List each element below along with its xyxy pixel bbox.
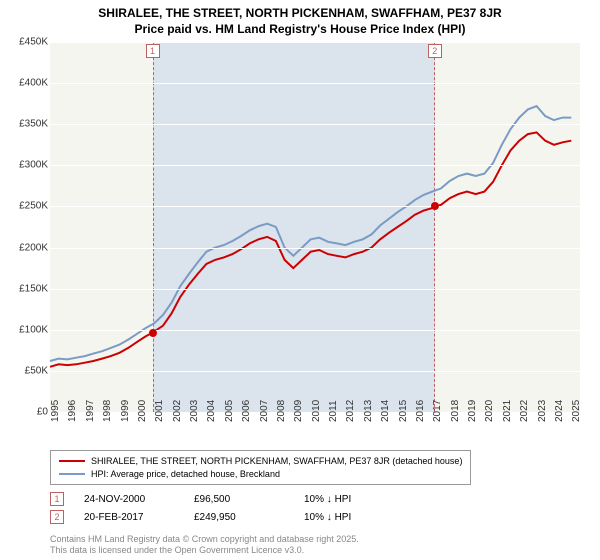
y-tick-label: £150K — [19, 283, 48, 294]
transaction-row: 2 20-FEB-2017 £249,950 10% ↓ HPI — [50, 510, 394, 524]
x-tick-label: 1996 — [67, 400, 78, 422]
attrib-line-1: Contains HM Land Registry data © Crown c… — [50, 534, 359, 545]
y-tick-label: £200K — [19, 242, 48, 253]
marker-dot — [431, 202, 439, 210]
x-tick-label: 2013 — [363, 400, 374, 422]
marker-label: 2 — [428, 44, 442, 58]
x-tick-label: 2005 — [224, 400, 235, 422]
y-tick-label: £350K — [19, 119, 48, 130]
legend-swatch-hpi — [59, 473, 85, 475]
attrib-line-2: This data is licensed under the Open Gov… — [50, 545, 359, 556]
y-tick-label: £400K — [19, 78, 48, 89]
legend-label-hpi: HPI: Average price, detached house, Brec… — [91, 468, 280, 481]
y-tick-label: £250K — [19, 201, 48, 212]
x-tick-label: 2014 — [380, 400, 391, 422]
transaction-note: 10% ↓ HPI — [304, 512, 394, 523]
marker-label: 1 — [146, 44, 160, 58]
x-tick-label: 2011 — [328, 400, 339, 422]
chart-container: SHIRALEE, THE STREET, NORTH PICKENHAM, S… — [0, 0, 600, 560]
line-layer — [50, 42, 580, 412]
x-tick-label: 1999 — [120, 400, 131, 422]
x-tick-label: 2007 — [259, 400, 270, 422]
marker-dot — [149, 329, 157, 337]
legend-swatch-property — [59, 460, 85, 462]
title-line-1: SHIRALEE, THE STREET, NORTH PICKENHAM, S… — [0, 6, 600, 22]
y-tick-label: £50K — [25, 365, 48, 376]
y-tick-label: £300K — [19, 160, 48, 171]
x-tick-label: 2010 — [311, 400, 322, 422]
series-line-hpi — [50, 106, 571, 361]
legend: SHIRALEE, THE STREET, NORTH PICKENHAM, S… — [50, 450, 471, 485]
x-tick-label: 2008 — [276, 400, 287, 422]
x-tick-label: 2021 — [502, 400, 513, 422]
x-tick-label: 2016 — [415, 400, 426, 422]
legend-label-property: SHIRALEE, THE STREET, NORTH PICKENHAM, S… — [91, 455, 462, 468]
x-tick-label: 2001 — [154, 400, 165, 422]
x-tick-label: 2006 — [241, 400, 252, 422]
y-tick-label: £100K — [19, 324, 48, 335]
legend-item-hpi: HPI: Average price, detached house, Brec… — [59, 468, 462, 481]
series-line-property — [50, 132, 571, 366]
transaction-date: 20-FEB-2017 — [84, 512, 174, 523]
transaction-price: £249,950 — [194, 512, 284, 523]
x-tick-label: 1997 — [85, 400, 96, 422]
y-tick-label: £450K — [19, 37, 48, 48]
chart-title: SHIRALEE, THE STREET, NORTH PICKENHAM, S… — [0, 0, 600, 37]
transaction-marker-1: 1 — [50, 492, 64, 506]
y-tick-label: £0 — [37, 407, 48, 418]
transaction-price: £96,500 — [194, 494, 284, 505]
x-tick-label: 2003 — [189, 400, 200, 422]
x-tick-label: 2012 — [345, 400, 356, 422]
x-tick-label: 1998 — [102, 400, 113, 422]
plot-area: £0£50K£100K£150K£200K£250K£300K£350K£400… — [50, 42, 580, 412]
transactions: 1 24-NOV-2000 £96,500 10% ↓ HPI 2 20-FEB… — [50, 492, 394, 528]
x-tick-label: 2025 — [571, 400, 582, 422]
x-tick-label: 2024 — [554, 400, 565, 422]
x-tick-label: 2002 — [172, 400, 183, 422]
attribution: Contains HM Land Registry data © Crown c… — [50, 534, 359, 556]
x-tick-label: 2020 — [484, 400, 495, 422]
transaction-marker-2: 2 — [50, 510, 64, 524]
title-line-2: Price paid vs. HM Land Registry's House … — [0, 22, 600, 38]
transaction-row: 1 24-NOV-2000 £96,500 10% ↓ HPI — [50, 492, 394, 506]
x-tick-label: 2022 — [519, 400, 530, 422]
x-tick-label: 2015 — [398, 400, 409, 422]
x-tick-label: 1995 — [50, 400, 61, 422]
x-tick-label: 2004 — [206, 400, 217, 422]
legend-item-property: SHIRALEE, THE STREET, NORTH PICKENHAM, S… — [59, 455, 462, 468]
transaction-note: 10% ↓ HPI — [304, 494, 394, 505]
transaction-date: 24-NOV-2000 — [84, 494, 174, 505]
x-tick-label: 2018 — [450, 400, 461, 422]
x-tick-label: 2019 — [467, 400, 478, 422]
x-tick-label: 2017 — [432, 400, 443, 422]
x-tick-label: 2000 — [137, 400, 148, 422]
x-tick-label: 2009 — [293, 400, 304, 422]
x-tick-label: 2023 — [537, 400, 548, 422]
